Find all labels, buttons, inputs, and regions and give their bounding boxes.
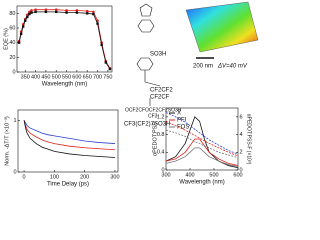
x-tick-label: 400	[31, 74, 40, 80]
marker	[104, 61, 108, 64]
nafion-cf3: CF3	[148, 113, 158, 119]
bond	[144, 81, 161, 87]
x-tick-label: 500	[52, 74, 61, 80]
legend-label: FOS	[177, 125, 189, 131]
x-axis-label: Time Delay (ps)	[47, 182, 89, 188]
x-tick-label: 300	[161, 172, 170, 178]
marker	[44, 10, 48, 14]
y-axis-label: EQE (%)	[3, 28, 9, 50]
marker	[65, 9, 68, 12]
y2-tick-label: 2	[240, 150, 243, 156]
x-tick-label: 100	[50, 174, 59, 180]
marker	[75, 9, 79, 12]
y-tick-label: 80	[9, 11, 15, 17]
marker	[34, 8, 37, 11]
marker	[92, 10, 95, 14]
x-tick-label: 0	[23, 174, 26, 180]
series-line	[165, 129, 239, 158]
y-tick-label: 1.2	[157, 114, 165, 120]
pedot-ring2	[137, 19, 155, 33]
afm-scale: 200 nm	[193, 64, 213, 70]
x-tick-label: 450	[41, 74, 50, 80]
x-tick-label: 650	[83, 74, 92, 80]
marker	[30, 11, 33, 14]
series-line	[165, 112, 239, 155]
y2-tick-label: 6	[240, 114, 243, 120]
marker	[30, 9, 33, 12]
y-tick-label: 0.8	[157, 132, 165, 138]
series-line	[23, 120, 115, 151]
x-tick-label: 350	[21, 74, 30, 80]
marker	[54, 8, 58, 11]
pedot-ring	[139, 3, 153, 17]
marker	[19, 32, 23, 36]
marker	[28, 10, 31, 14]
marker	[75, 11, 79, 14]
plot-frame	[16, 5, 113, 73]
x-tick-label: 550	[62, 74, 71, 80]
x-axis-label: Wavelength (nm)	[42, 82, 87, 88]
fos-label: CF3(CF2)7SO3H	[124, 122, 170, 128]
series-line	[165, 138, 239, 166]
marker	[24, 19, 27, 22]
marker	[26, 15, 29, 19]
marker	[92, 12, 95, 16]
y-axis-label: Norm. -ΔT/T (×10⁻³)	[4, 116, 10, 166]
pss-label: SO3H	[150, 52, 166, 58]
y-tick-label: 40	[9, 40, 15, 46]
x-tick-label: 200	[80, 174, 89, 180]
x-tick-label: 600	[233, 172, 242, 178]
series-line	[23, 120, 115, 158]
y-tick-label: 60	[9, 25, 15, 31]
marker	[85, 9, 89, 13]
y-axis-label: αPEDOT:PSS	[152, 122, 158, 156]
marker	[108, 67, 112, 71]
y-tick-label: 20	[9, 55, 15, 61]
marker	[28, 12, 31, 16]
y2-tick-label: 4	[240, 132, 243, 138]
y2-axis-label: αPEDOT:PSS-F (×10³)	[246, 114, 252, 165]
y2-tick-label: 0	[240, 167, 243, 173]
figure: SO3H CF2CF2 CF2CF OCF2CFOCF2CF2SO3H CF3 …	[3, 1, 259, 188]
y-tick-label: 0	[13, 169, 16, 175]
series-line	[18, 9, 111, 69]
y-tick-label: 0.4	[157, 150, 165, 156]
x-tick-label: 750	[103, 74, 112, 80]
series-line	[23, 120, 115, 144]
marker	[44, 8, 48, 11]
marker	[55, 10, 58, 14]
plot-frame	[17, 109, 119, 173]
series-line	[18, 11, 111, 70]
y-tick-label: 1	[13, 118, 16, 124]
pss-ring	[136, 57, 154, 71]
afm-range: ΔV=40 mV	[217, 64, 248, 70]
marker	[86, 12, 89, 15]
marker	[21, 25, 25, 28]
legend-label: X	[177, 111, 181, 117]
x-tick-label: 300	[110, 174, 119, 180]
marker	[34, 10, 37, 14]
series-line	[165, 120, 239, 157]
marker	[100, 43, 103, 47]
nafion-top: CF2CF2	[150, 88, 173, 94]
marker	[96, 22, 99, 25]
x-tick-label: 600	[72, 74, 81, 80]
structures	[136, 3, 161, 106]
x-tick-label: 400	[185, 172, 194, 178]
series-line	[165, 147, 239, 167]
x-axis-label: Wavelength (nm)	[179, 180, 224, 186]
nafion-side: OCF2CFOCF2CF2SO3H	[125, 107, 182, 113]
y-tick-label: 0	[12, 69, 15, 75]
plot-frame	[165, 107, 239, 171]
afm-image	[185, 1, 259, 53]
y-tick-label: 0	[161, 167, 164, 173]
marker	[65, 11, 68, 14]
x-tick-label: 500	[209, 172, 218, 178]
x-tick-label: 700	[93, 74, 102, 80]
marker	[17, 41, 21, 44]
nafion-mid: CF2CF	[150, 95, 170, 101]
